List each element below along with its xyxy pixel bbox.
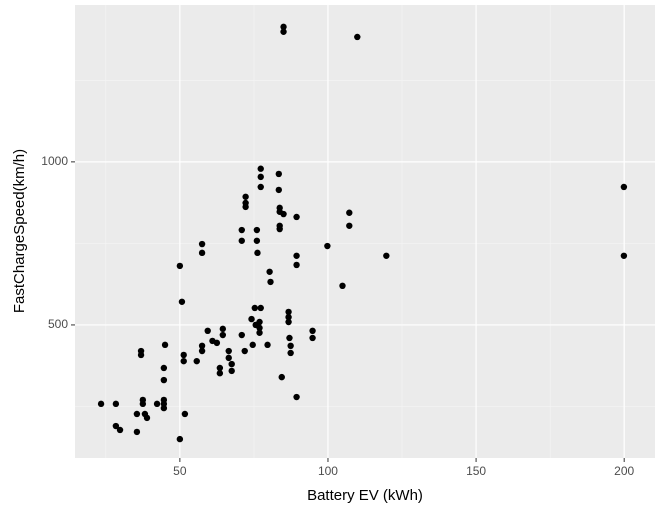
point	[264, 341, 271, 349]
point	[620, 183, 628, 191]
point	[280, 28, 287, 35]
y-tick-label: 1000	[41, 154, 68, 168]
point	[242, 203, 249, 211]
point	[238, 237, 245, 244]
point	[286, 334, 293, 342]
point	[198, 347, 206, 355]
point	[249, 341, 256, 349]
x-axis-title: Battery EV (kWh)	[307, 487, 423, 504]
point	[278, 373, 285, 381]
point	[257, 183, 264, 191]
point	[241, 347, 248, 355]
point	[275, 170, 282, 178]
point	[216, 364, 224, 372]
panel	[75, 5, 655, 458]
point	[178, 298, 186, 305]
x-tick-label: 50	[173, 464, 187, 478]
point	[266, 268, 273, 275]
point	[139, 400, 147, 408]
point	[254, 249, 261, 257]
point	[354, 33, 361, 41]
point	[256, 324, 263, 332]
point	[153, 400, 161, 408]
point	[176, 262, 184, 270]
point	[257, 165, 264, 172]
point	[160, 376, 168, 384]
point	[193, 357, 200, 365]
point	[216, 370, 224, 377]
point	[280, 210, 287, 218]
point	[228, 360, 235, 368]
point	[276, 225, 283, 233]
point	[285, 308, 292, 316]
point	[160, 404, 168, 412]
point	[228, 367, 235, 375]
point	[204, 327, 211, 335]
point	[248, 315, 255, 323]
point	[280, 23, 287, 31]
point	[143, 414, 151, 422]
point	[219, 331, 227, 339]
point	[112, 400, 120, 408]
point	[251, 304, 259, 312]
point	[309, 334, 316, 342]
point	[257, 304, 264, 312]
point	[256, 318, 263, 326]
point	[267, 278, 274, 286]
y-tick-label: 500	[48, 317, 68, 331]
point	[180, 351, 187, 359]
point	[213, 339, 221, 347]
point	[287, 349, 294, 357]
point	[238, 226, 245, 234]
point	[160, 364, 168, 372]
y-axis-title: FastChargeSpeed(km/h)	[11, 149, 28, 313]
point	[256, 329, 263, 336]
point	[116, 426, 124, 434]
point	[293, 213, 300, 221]
point	[161, 341, 169, 349]
point	[97, 400, 105, 408]
point	[257, 173, 264, 181]
point	[219, 325, 227, 333]
point	[225, 347, 232, 355]
point	[137, 351, 145, 359]
point	[285, 318, 292, 326]
point	[293, 261, 300, 269]
point	[383, 252, 390, 259]
point	[293, 252, 300, 259]
point	[293, 393, 300, 401]
point	[275, 186, 282, 194]
point	[339, 282, 346, 290]
point	[181, 410, 189, 418]
point	[253, 237, 261, 244]
x-tick-label: 200	[614, 464, 634, 478]
point	[176, 435, 184, 443]
point	[620, 252, 628, 259]
point	[242, 193, 249, 200]
point	[346, 209, 353, 216]
point	[198, 342, 206, 350]
point	[112, 422, 120, 430]
point	[180, 357, 187, 365]
point	[133, 428, 141, 436]
point	[346, 222, 353, 229]
point	[238, 331, 245, 339]
x-tick-label: 150	[466, 464, 486, 478]
point	[198, 249, 206, 257]
point	[309, 327, 316, 335]
x-tick-label: 100	[318, 464, 338, 478]
point	[225, 354, 232, 362]
point	[324, 242, 331, 250]
point	[285, 313, 292, 321]
point	[198, 240, 206, 248]
point	[253, 226, 261, 234]
point	[287, 342, 294, 350]
point	[133, 410, 141, 418]
